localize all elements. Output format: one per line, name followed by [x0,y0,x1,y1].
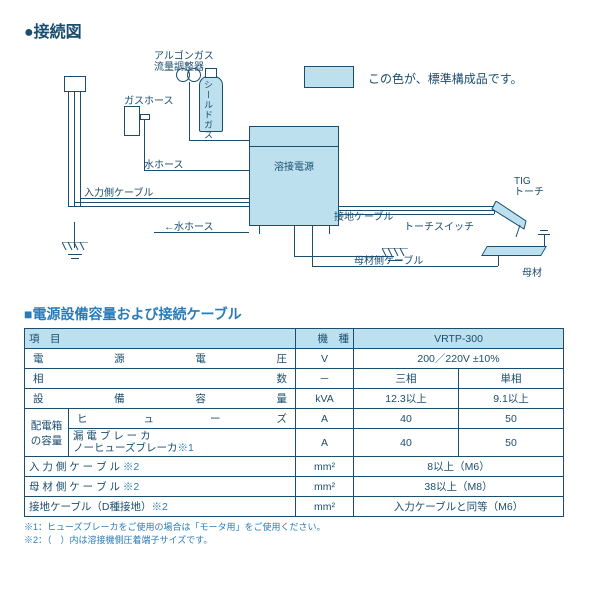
r7v: 入力ケーブルと同等（M6） [354,497,564,517]
base-cable-label: 母材側ケーブル [354,252,423,267]
note-2: ※2：（ ）内は溶接機側圧着端子サイズです。 [24,534,576,547]
gnd-l1 [68,254,82,255]
water-hose-back-label: ←水ホース [164,218,214,233]
weld-power-label: 溶接電源 [274,158,314,173]
th-item: 項 目 [25,329,296,349]
th-m1: VRTP-300 [354,329,564,349]
water-hose-h [144,170,249,171]
spec-table: 項 目 機 種 VRTP-300 電 源 電 圧 V 200／220V ±10%… [24,328,564,517]
r2u: kVA [296,389,354,409]
r1v1: 三相 [354,369,459,389]
torch-line3 [339,214,494,215]
gas-hose-v [189,82,190,140]
r0u: V [296,349,354,369]
note-1: ※1：ヒューズブレーカをご使用の場合は「モータ用」をご使用ください。 [24,521,576,534]
tig-torch-label: TIGトーチ [514,176,544,198]
pole-3 [80,92,81,206]
base-gnd1 [538,234,550,235]
cylinder-valve [205,68,217,78]
input-cable-label: 入力側ケーブル [84,184,153,199]
welder-mid [249,146,339,147]
r4u: A [296,429,354,457]
r3c0: ヒ ュ ー ズ [69,409,296,429]
r6c0: 母 材 側 ケ ー ブ ル ※2 [25,477,296,497]
r1u: － [296,369,354,389]
r2c0: 設 備 容 量 [25,389,296,409]
legend-text: この色が、標準構成品です。 [368,70,523,87]
regulator-2 [187,68,201,82]
r3g: 配電箱の容量 [25,409,69,457]
base-gnd2 [540,230,548,231]
r5u: mm² [296,457,354,477]
shield-gas-label: シールドガス [202,80,215,140]
table-title: ■電源設備容量および接続ケーブル [24,304,576,324]
r6v: 38以上（M8） [354,477,564,497]
r1v2: 単相 [459,369,564,389]
r1c0: 相 数 [25,369,296,389]
r0v: 200／220V ±10% [354,349,564,369]
torch-line2 [339,210,494,211]
base-material [481,246,547,256]
foot1 [259,226,260,234]
r7c0: 接地ケーブル（D種接地）※2 [25,497,296,517]
r2v2: 9.1以上 [459,389,564,409]
water-hose-label: 水ホース [144,156,184,171]
water-back [154,232,249,233]
r4v2: 50 [459,429,564,457]
base-cable-up [498,256,499,266]
r3u: A [296,409,354,429]
gas-hose-h [189,140,249,141]
gas-hose-label: ガスホース [124,92,174,107]
torch-switch-label: トーチスイッチ [404,218,474,233]
pole-2 [74,92,75,206]
footnotes: ※1：ヒューズブレーカをご使用の場合は「モータ用」をご使用ください。 ※2：（ … [24,521,576,546]
base-gnd-stem [544,234,545,246]
th-model: 機 種 [296,329,354,349]
power-box [64,76,86,92]
base-mat-label: 母材 [522,264,542,279]
foot2 [329,226,330,234]
welding-power-box [249,126,339,226]
input-cable-h2 [74,202,249,203]
r4c0: 漏 電 ブ レ ー カノーヒューズブレーカ※1 [69,429,296,457]
r6u: mm² [296,477,354,497]
r5v: 8以上（M6） [354,457,564,477]
r7u: mm² [296,497,354,517]
gnd-l2 [71,258,79,259]
diagram-title: ●接続図 [24,18,576,42]
base-cable-v [312,226,313,266]
faucet-spout [140,114,150,120]
r4v1: 40 [354,429,459,457]
input-cable-h1 [68,206,249,207]
ground-left-icon [62,242,88,264]
r2v1: 12.3以上 [354,389,459,409]
r3v1: 40 [354,409,459,429]
r5c0: 入 力 側 ケ ー ブ ル ※2 [25,457,296,477]
connection-diagram: この色が、標準構成品です。 アルゴンガス流量調整器 シールドガス ガスホース 水… [24,46,564,296]
faucet [124,106,140,136]
tig-torch-icon [486,201,546,251]
r3v2: 50 [459,409,564,429]
legend-swatch [304,66,354,88]
gnd-cable-v [294,226,295,256]
pole-1 [68,92,69,206]
torch-line1 [339,206,494,207]
water-hose-v [144,120,145,170]
r0c0: 電 源 電 圧 [25,349,296,369]
